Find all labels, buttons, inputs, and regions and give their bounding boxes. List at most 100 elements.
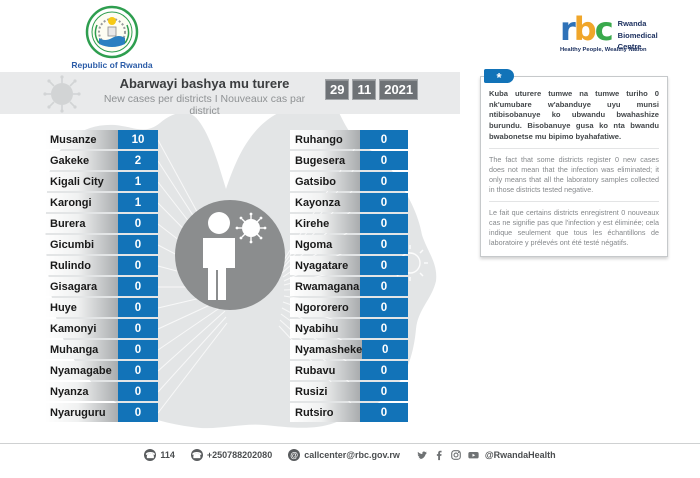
- twitter-icon[interactable]: [416, 449, 428, 461]
- district-name: Rubavu: [290, 361, 360, 380]
- footer-divider: [0, 443, 700, 444]
- virus-icon-small: [235, 212, 267, 244]
- district-case-count: 0: [360, 130, 408, 149]
- notice-french: Le fait que certains districts enregistr…: [489, 207, 659, 247]
- hotline-number: 114: [160, 450, 175, 460]
- district-case-count: 0: [360, 298, 408, 317]
- district-name: Kayonza: [290, 193, 360, 212]
- district-case-count: 2: [118, 151, 158, 170]
- zero-cases-notice-box: Kuba uturere tumwe na tumwe turiho 0 nk'…: [480, 76, 668, 257]
- district-row: Nyamasheke 0: [290, 340, 408, 359]
- social-links: @RwandaHealth: [416, 449, 556, 461]
- district-name: Rusizi: [290, 382, 360, 401]
- district-row: Ruhango 0: [290, 130, 408, 149]
- email-icon: @: [288, 449, 301, 461]
- phone-icon: ☎: [190, 449, 203, 461]
- district-name: Nyamagabe: [45, 361, 118, 380]
- district-case-count: 0: [118, 403, 158, 422]
- district-name: Gisagara: [45, 277, 118, 296]
- district-row: Rwamagana 0: [290, 277, 408, 296]
- district-case-count: 0: [360, 319, 408, 338]
- page-subtitle: New cases per districts I Nouveaux cas p…: [103, 93, 306, 117]
- district-case-count: 0: [118, 319, 158, 338]
- district-case-count: 0: [118, 214, 158, 233]
- district-name: Huye: [45, 298, 118, 317]
- phone-icon: ☎: [144, 449, 157, 461]
- phone-number: +250788202080: [206, 450, 273, 460]
- youtube-icon[interactable]: [467, 449, 480, 461]
- district-row: Kamonyi 0: [45, 319, 158, 338]
- date-month: 11: [352, 79, 377, 100]
- district-case-count: 0: [118, 361, 158, 380]
- district-row: Karongi 1: [45, 193, 158, 212]
- district-name: Nyanza: [45, 382, 118, 401]
- district-name: Ruhango: [290, 130, 360, 149]
- banner-text: Abarwayi bashya mu turere New cases per …: [92, 76, 317, 117]
- district-row: Gicumbi 0: [45, 235, 158, 254]
- district-case-count: 0: [360, 277, 408, 296]
- republic-of-rwanda-label: Republic of Rwanda: [71, 60, 153, 70]
- district-row: Musanze 10: [45, 130, 158, 149]
- district-name: Musanze: [45, 130, 118, 149]
- district-row: Ngoma 0: [290, 235, 408, 254]
- district-row: Gisagara 0: [45, 277, 158, 296]
- date-day: 29: [325, 79, 350, 100]
- district-name: Burera: [45, 214, 118, 233]
- district-case-count: 1: [118, 172, 158, 191]
- district-case-count: 0: [360, 361, 408, 380]
- district-case-count: 0: [360, 193, 408, 212]
- page-title: Abarwayi bashya mu turere: [119, 76, 290, 91]
- district-name: Karongi: [45, 193, 118, 212]
- footer-contact-bar: ☎ 114 ☎ +250788202080 @ callcenter@rbc.g…: [0, 449, 700, 461]
- district-row: Kirehe 0: [290, 214, 408, 233]
- district-row: Nyabihu 0: [290, 319, 408, 338]
- district-case-count: 0: [360, 403, 408, 422]
- facebook-icon[interactable]: [433, 449, 445, 461]
- rbc-tagline: Healthy People, Wealthy Nation: [560, 47, 647, 53]
- instagram-icon[interactable]: [450, 449, 462, 461]
- person-icon: [203, 212, 267, 300]
- district-name: Muhanga: [45, 340, 118, 359]
- district-case-count: 0: [118, 256, 158, 275]
- district-name: Gicumbi: [45, 235, 118, 254]
- district-row: Rusizi 0: [290, 382, 408, 401]
- district-name: Ngoma: [290, 235, 360, 254]
- district-name: Rutsiro: [290, 403, 360, 422]
- district-row: Rubavu 0: [290, 361, 408, 380]
- district-name: Nyaruguru: [45, 403, 118, 422]
- district-row: Kigali City 1: [45, 172, 158, 191]
- district-name: Nyabihu: [290, 319, 360, 338]
- report-date: 29 11 2021: [325, 79, 419, 100]
- email-address: callcenter@rbc.gov.rw: [304, 450, 400, 460]
- district-case-count: 0: [118, 235, 158, 254]
- hotline-item[interactable]: ☎ 114: [144, 449, 175, 461]
- district-row: Rutsiro 0: [290, 403, 408, 422]
- district-row: Huye 0: [45, 298, 158, 317]
- district-name: Kirehe: [290, 214, 360, 233]
- district-row: Nyagatare 0: [290, 256, 408, 275]
- rbc-logo-block: rbc Rwanda Biomedical Centre: [560, 13, 658, 53]
- district-case-count: 0: [360, 172, 408, 191]
- district-name: Nyamasheke: [290, 340, 363, 359]
- district-name: Nyagatare: [290, 256, 360, 275]
- district-row: Gakeke 2: [45, 151, 158, 170]
- asterisk-marker: *: [484, 69, 514, 85]
- district-row: Gatsibo 0: [290, 172, 408, 191]
- district-case-count: 0: [118, 340, 158, 359]
- district-row: Rulindo 0: [45, 256, 158, 275]
- district-name: Kamonyi: [45, 319, 118, 338]
- notice-english: The fact that some districts register 0 …: [489, 155, 659, 194]
- date-year: 2021: [379, 79, 419, 100]
- divider: [489, 148, 659, 150]
- email-item[interactable]: @ callcenter@rbc.gov.rw: [288, 449, 400, 461]
- district-case-count: 0: [360, 214, 408, 233]
- district-row: Kayonza 0: [290, 193, 408, 212]
- district-case-count: 0: [118, 298, 158, 317]
- district-row: Burera 0: [45, 214, 158, 233]
- district-name: Rulindo: [45, 256, 118, 275]
- district-list-left: Musanze 10 Gakeke 2 Kigali City 1 Karong…: [45, 130, 158, 424]
- phone-item[interactable]: ☎ +250788202080: [190, 449, 273, 461]
- divider: [489, 200, 659, 202]
- district-case-count: 1: [118, 193, 158, 212]
